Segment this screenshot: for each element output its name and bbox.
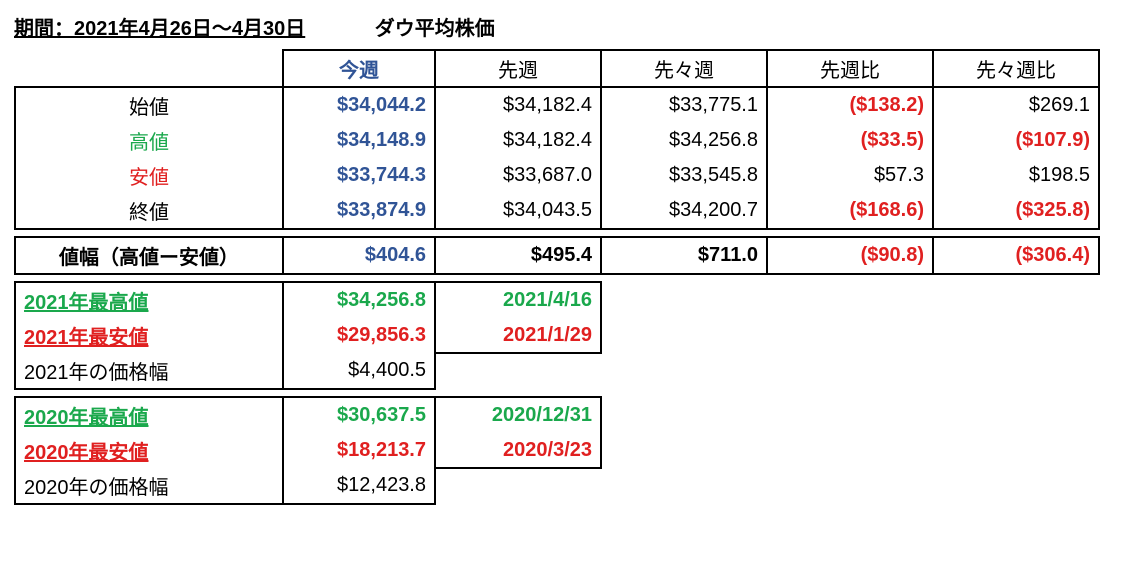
cell: $711.0 bbox=[601, 237, 767, 274]
year-range-label: 2021年の価格幅 bbox=[15, 353, 283, 389]
col-header-last-week: 先週 bbox=[435, 50, 601, 87]
cell: ($306.4) bbox=[933, 237, 1099, 274]
table-row: 2021年の価格幅 $4,400.5 bbox=[15, 353, 601, 389]
col-header-vs-2weeks: 先々週比 bbox=[933, 50, 1099, 87]
cell: $198.5 bbox=[933, 158, 1099, 193]
cell: $34,043.5 bbox=[435, 193, 601, 229]
cell: $33,687.0 bbox=[435, 158, 601, 193]
cell: $33,874.9 bbox=[283, 193, 435, 229]
table-row: 2020年最高値 $30,637.5 2020/12/31 bbox=[15, 397, 601, 433]
cell: ($138.2) bbox=[767, 87, 933, 123]
table-row: 終値 $33,874.9 $34,043.5 $34,200.7 ($168.6… bbox=[15, 193, 1099, 229]
year-high-label: 2020年最高値 bbox=[15, 397, 283, 433]
year-high-label: 2021年最高値 bbox=[15, 282, 283, 318]
col-header-vs-last: 先週比 bbox=[767, 50, 933, 87]
cell: $34,182.4 bbox=[435, 87, 601, 123]
year-low-label: 2021年最安値 bbox=[15, 318, 283, 353]
cell: $269.1 bbox=[933, 87, 1099, 123]
cell: $57.3 bbox=[767, 158, 933, 193]
table-row: 値幅（高値ー安値） $404.6 $495.4 $711.0 ($90.8) (… bbox=[15, 237, 1099, 274]
cell: ($107.9) bbox=[933, 123, 1099, 158]
col-header-this-week: 今週 bbox=[283, 50, 435, 87]
year-range-value: $12,423.8 bbox=[283, 468, 435, 504]
cell: $33,775.1 bbox=[601, 87, 767, 123]
table-row: 2021年最高値 $34,256.8 2021/4/16 bbox=[15, 282, 601, 318]
table-row: 2021年最安値 $29,856.3 2021/1/29 bbox=[15, 318, 601, 353]
chart-title: ダウ平均株価 bbox=[375, 18, 495, 40]
range-table: 値幅（高値ー安値） $404.6 $495.4 $711.0 ($90.8) (… bbox=[14, 236, 1100, 275]
year-high-value: $30,637.5 bbox=[283, 397, 435, 433]
year-low-date: 2021/1/29 bbox=[435, 318, 601, 353]
year-low-value: $18,213.7 bbox=[283, 433, 435, 468]
cell: $34,200.7 bbox=[601, 193, 767, 229]
row-label-open: 始値 bbox=[15, 87, 283, 123]
year-low-value: $29,856.3 bbox=[283, 318, 435, 353]
header: 期間：2021年4月26日～4月30日 ダウ平均株価 bbox=[14, 12, 1114, 41]
row-label-close: 終値 bbox=[15, 193, 283, 229]
range-label: 値幅（高値ー安値） bbox=[15, 237, 283, 274]
col-header-2weeks-ago: 先々週 bbox=[601, 50, 767, 87]
year-2021-table: 2021年最高値 $34,256.8 2021/4/16 2021年最安値 $2… bbox=[14, 281, 602, 390]
cell: ($90.8) bbox=[767, 237, 933, 274]
table-row: 高値 $34,148.9 $34,182.4 $34,256.8 ($33.5)… bbox=[15, 123, 1099, 158]
year-high-date: 2020/12/31 bbox=[435, 397, 601, 433]
table-row: 2020年最安値 $18,213.7 2020/3/23 bbox=[15, 433, 601, 468]
cell: ($325.8) bbox=[933, 193, 1099, 229]
year-low-date: 2020/3/23 bbox=[435, 433, 601, 468]
cell: $34,148.9 bbox=[283, 123, 435, 158]
cell: ($168.6) bbox=[767, 193, 933, 229]
table-row: 始値 $34,044.2 $34,182.4 $33,775.1 ($138.2… bbox=[15, 87, 1099, 123]
cell: $404.6 bbox=[283, 237, 435, 274]
year-2020-table: 2020年最高値 $30,637.5 2020/12/31 2020年最安値 $… bbox=[14, 396, 602, 505]
year-low-label: 2020年最安値 bbox=[15, 433, 283, 468]
cell: $34,182.4 bbox=[435, 123, 601, 158]
cell: ($33.5) bbox=[767, 123, 933, 158]
table-row: 2020年の価格幅 $12,423.8 bbox=[15, 468, 601, 504]
year-range-label: 2020年の価格幅 bbox=[15, 468, 283, 504]
period-label: 期間：2021年4月26日～4月30日 bbox=[14, 18, 305, 40]
cell: $33,545.8 bbox=[601, 158, 767, 193]
year-high-date: 2021/4/16 bbox=[435, 282, 601, 318]
table-row: 安値 $33,744.3 $33,687.0 $33,545.8 $57.3 $… bbox=[15, 158, 1099, 193]
cell: $34,256.8 bbox=[601, 123, 767, 158]
cell: $34,044.2 bbox=[283, 87, 435, 123]
year-range-value: $4,400.5 bbox=[283, 353, 435, 389]
row-label-high: 高値 bbox=[15, 123, 283, 158]
cell: $33,744.3 bbox=[283, 158, 435, 193]
main-price-table: 今週 先週 先々週 先週比 先々週比 始値 $34,044.2 $34,182.… bbox=[14, 49, 1100, 230]
row-label-low: 安値 bbox=[15, 158, 283, 193]
cell: $495.4 bbox=[435, 237, 601, 274]
year-high-value: $34,256.8 bbox=[283, 282, 435, 318]
